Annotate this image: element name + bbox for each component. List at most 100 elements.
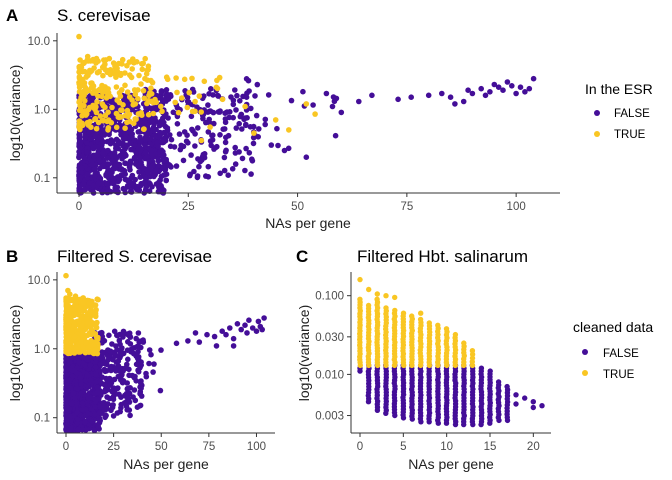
panel-a-false-point (209, 132, 215, 139)
panel-a-false-point (184, 94, 191, 101)
panel-a-false-point (239, 126, 245, 132)
panel-a-true-point (140, 87, 147, 94)
panel-a-false-point (208, 86, 214, 92)
panel-a-false-point (134, 183, 140, 190)
panel-c-true-point (357, 296, 363, 302)
panel-a-true-point (127, 72, 133, 78)
panel-a-plot-area (76, 33, 537, 196)
panel-a-false-point (274, 125, 280, 132)
panel-b-true-point (64, 335, 71, 342)
panel-a-true-point (102, 61, 108, 68)
panel-c-false-point (530, 399, 536, 405)
panel-b-false-point (143, 373, 150, 380)
panel-b-false-point (66, 359, 73, 365)
panel-a-false-point (192, 143, 198, 149)
panel-a-true-point (126, 94, 133, 100)
panel-a-true-point (312, 111, 318, 117)
panel-a-false-point (205, 163, 212, 170)
panel-a-false-point (356, 98, 362, 105)
panel-a-false-point (132, 142, 138, 149)
panel-a-true-point (91, 87, 97, 94)
panel-a-false-point (161, 172, 167, 178)
panel-a-letter: A (6, 6, 18, 25)
panel-a-false-point (495, 84, 502, 90)
panel-b-false-point (96, 410, 103, 416)
panel-c-true-point (392, 307, 398, 314)
legend-esr: In the ESR FALSE TRUE (585, 81, 653, 141)
panel-a-true-point (251, 130, 257, 136)
y-tick-label: 1.0 (34, 344, 50, 356)
panel-a-false-point (465, 87, 471, 93)
panel-b-false-point (100, 400, 107, 406)
panel-c-false-point (504, 383, 510, 390)
panel-a-true-point (108, 70, 114, 76)
panel-a-true-point (76, 33, 82, 40)
panel-b-false-point (196, 339, 203, 345)
panel-c-false-point (513, 392, 519, 398)
x-tick-label: 75 (202, 441, 215, 453)
panel-a-true-point (196, 93, 203, 99)
y-tick-label: 1.0 (34, 104, 50, 116)
panel-a-false-point (243, 76, 250, 82)
panel-a-false-point (100, 139, 107, 145)
panel-a-false-point (303, 154, 310, 160)
panel-a-true-point (141, 95, 148, 102)
panel-c-false-point (522, 395, 528, 401)
panel-b-false-point (109, 388, 115, 395)
y-tick-label: 0.010 (315, 369, 344, 381)
panel-a-true-point (141, 126, 147, 132)
panel-a-false-point (333, 95, 340, 102)
panel-a-true-point (198, 137, 205, 144)
panel-a-true-point (175, 109, 182, 116)
panel-a-false-point (157, 94, 163, 100)
panel-b-true-point (65, 304, 72, 310)
panel-a-true-point (114, 97, 120, 103)
panel-a-false-point (137, 174, 143, 180)
panel-c-y-label: log10(variance) (296, 305, 312, 402)
panel-a-false-point (142, 119, 148, 125)
x-tick-label: 100 (247, 441, 266, 453)
legend-cleaned-title: cleaned data (573, 319, 653, 335)
panel-b-true-point (71, 306, 77, 313)
panel-a-false-point (232, 144, 238, 151)
panel-a-true-point (122, 82, 128, 89)
panel-a-false-point (210, 92, 216, 98)
panel-a-true-point (139, 66, 146, 73)
panel-b-false-point (84, 372, 91, 378)
panel-b-false-point (115, 358, 122, 365)
panel-a-false-point (149, 151, 155, 158)
panel-b-false-point (63, 364, 69, 371)
panel-b-false-point (92, 404, 98, 410)
panel-a-false-point (130, 180, 137, 187)
panel-b-true-point (71, 333, 78, 340)
y-tick-label: 10.0 (28, 275, 50, 287)
panel-a-false-point (153, 106, 159, 113)
panel-a-false-point (310, 102, 316, 108)
panel-b-false-point (211, 333, 218, 340)
panel-b-false-point (78, 390, 84, 397)
panel-c-true-point (383, 305, 389, 311)
panel-a-false-point (452, 101, 458, 107)
panel-a-true-point (120, 102, 126, 108)
panel-a-true-point (152, 96, 158, 103)
panel-a-false-point (151, 173, 157, 180)
panel-b-false-point (71, 367, 78, 374)
panel-a-false-point (116, 140, 122, 147)
panel-b-true-point (63, 348, 70, 354)
panel-c-plot-area (357, 276, 545, 428)
panel-a-false-point (137, 155, 143, 161)
panel-a-y-label: log10(variance) (7, 65, 23, 162)
panel-a-true-point (124, 89, 131, 95)
panel-b-false-point (92, 355, 99, 362)
panel-c-true-point (461, 340, 467, 346)
panel-c-letter: C (296, 247, 308, 266)
panel-a-true-point (76, 69, 82, 75)
y-tick-label: 0.1 (34, 413, 50, 425)
panel-b-false-point (253, 328, 260, 335)
panel-a-false-point (90, 144, 96, 151)
panel-a-true-point (122, 112, 129, 119)
panel-c-true-point (366, 286, 372, 293)
panel-a-false-point (146, 158, 152, 164)
panel-a-false-point (163, 177, 169, 184)
panel-a-true-point (119, 107, 125, 114)
